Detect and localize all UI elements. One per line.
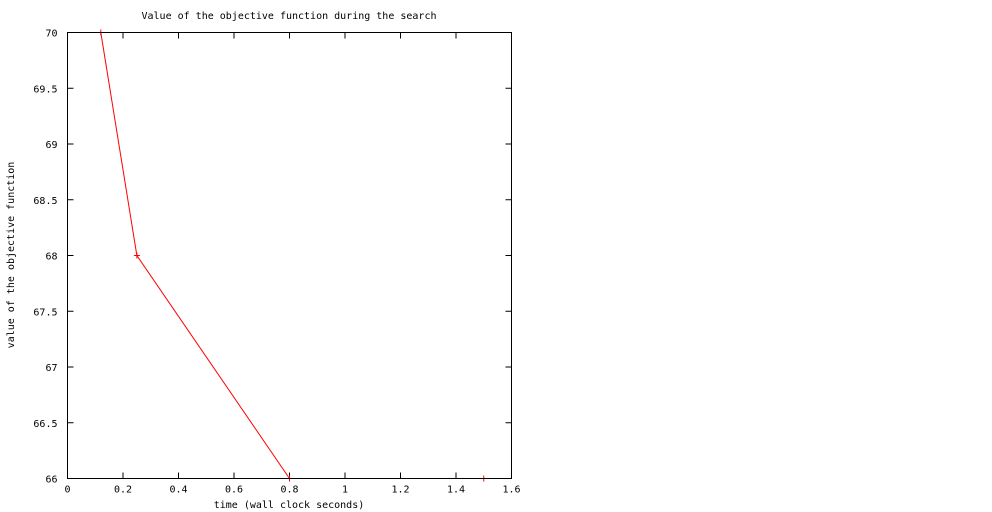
x-tick-label: 0	[64, 485, 70, 496]
y-tick-label: 70	[45, 29, 57, 40]
x-axis-label: time (wall clock seconds)	[214, 500, 365, 511]
x-tick-label: 1.4	[447, 485, 465, 496]
plot-area	[97, 29, 487, 482]
x-tick-label: 1.6	[502, 485, 520, 496]
chart-title: Value of the objective function during t…	[141, 11, 436, 22]
y-tick-label: 68	[45, 252, 57, 263]
x-tick-label: 1.2	[391, 485, 409, 496]
data-point	[133, 252, 140, 259]
series-line	[100, 32, 484, 479]
axis-ticks: 0 0.2 0.4 0.6 0.8 1 1.2 1.4 1.6 66 66.5 67 67.5 68 68.…	[33, 29, 520, 496]
x-tick-label: 0.4	[169, 485, 187, 496]
y-tick-label: 67	[45, 363, 57, 374]
plot-frame	[67, 32, 512, 479]
y-axis-label: value of the objective function	[6, 162, 17, 349]
y-tick-label: 69	[45, 140, 57, 151]
y-tick-label: 68.5	[33, 196, 57, 207]
y-tick-label: 69.5	[33, 84, 57, 95]
x-tick-label: 1	[342, 485, 348, 496]
y-tick-label: 67.5	[33, 307, 57, 318]
y-tick-label: 66	[45, 475, 57, 486]
x-tick-label: 0.6	[225, 485, 243, 496]
y-tick-label: 66.5	[33, 419, 57, 430]
x-tick-label: 0.2	[114, 485, 132, 496]
x-tick-label: 0.8	[280, 485, 298, 496]
